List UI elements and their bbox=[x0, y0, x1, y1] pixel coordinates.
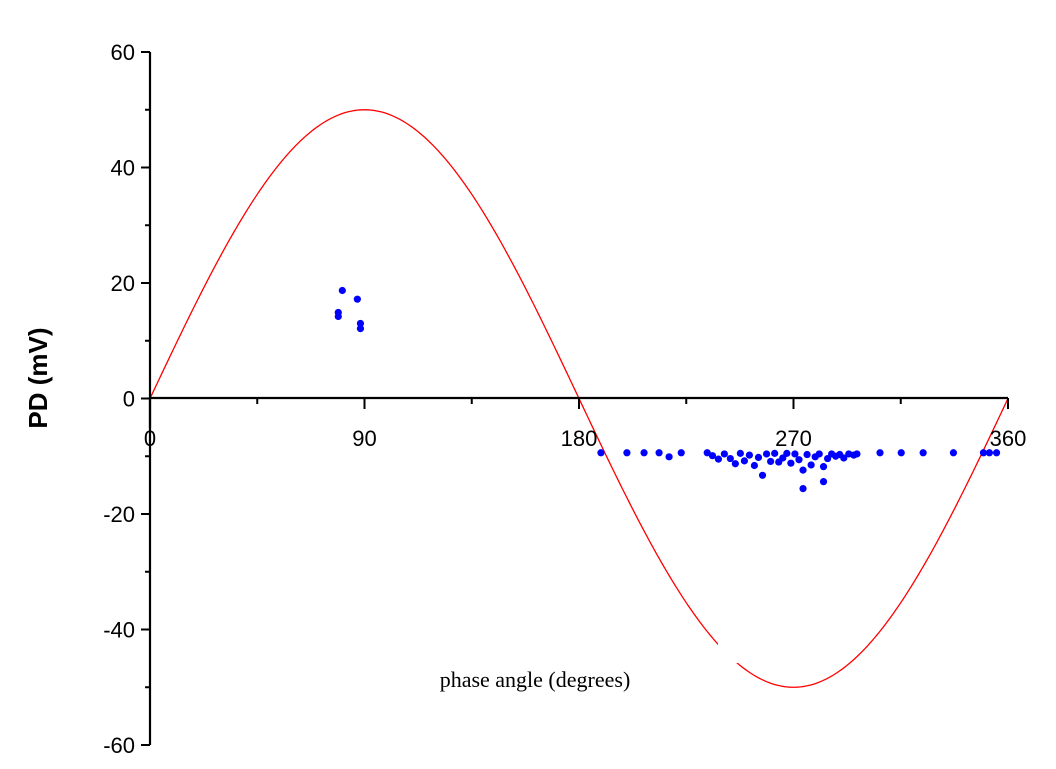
y-axis-label: PD (mV) bbox=[23, 327, 53, 428]
data-point bbox=[819, 463, 828, 471]
data-point bbox=[783, 449, 791, 457]
data-point bbox=[758, 471, 767, 479]
y-tick-label: 60 bbox=[111, 40, 135, 65]
data-point bbox=[338, 286, 346, 295]
data-point bbox=[840, 454, 848, 462]
data-point bbox=[677, 449, 685, 457]
data-point bbox=[876, 449, 884, 457]
data-point bbox=[714, 455, 723, 463]
data-point bbox=[731, 460, 739, 468]
data-point bbox=[803, 450, 811, 459]
data-point bbox=[623, 449, 631, 457]
data-point bbox=[736, 449, 744, 457]
x-tick-label: 0 bbox=[144, 426, 156, 451]
data-point bbox=[726, 454, 734, 463]
data-point bbox=[853, 450, 861, 458]
data-point bbox=[807, 461, 815, 469]
data-point bbox=[992, 449, 1001, 457]
data-point bbox=[754, 453, 763, 462]
data-point bbox=[665, 453, 673, 461]
y-tick-label: 0 bbox=[123, 387, 135, 412]
data-point bbox=[919, 449, 927, 457]
data-point bbox=[985, 449, 994, 457]
data-point bbox=[353, 295, 361, 303]
data-point bbox=[949, 449, 958, 457]
data-point bbox=[779, 454, 787, 462]
data-point bbox=[799, 484, 807, 493]
y-tick-label: -40 bbox=[103, 618, 135, 643]
data-point bbox=[720, 450, 728, 458]
data-point bbox=[597, 449, 605, 457]
data-point bbox=[655, 449, 663, 457]
x-tick-label: 360 bbox=[990, 426, 1027, 451]
data-point bbox=[767, 457, 775, 466]
data-point bbox=[771, 449, 779, 457]
data-point bbox=[703, 449, 711, 457]
axes: -60 -40 -20 0 20 40 60 0 90 180 270 360 bbox=[103, 40, 1026, 758]
data-point bbox=[979, 449, 988, 457]
x-tick-label: 90 bbox=[352, 426, 376, 451]
label-mask bbox=[718, 643, 740, 663]
data-point bbox=[799, 466, 807, 474]
data-point bbox=[897, 449, 905, 457]
y-tick-label: 20 bbox=[111, 271, 135, 296]
data-point bbox=[334, 312, 342, 321]
data-point bbox=[762, 450, 771, 458]
y-tick-label: -20 bbox=[103, 502, 135, 527]
x-axis-label: phase angle (degrees) bbox=[440, 667, 631, 692]
data-point bbox=[708, 452, 717, 460]
x-tick-label: 180 bbox=[561, 426, 598, 451]
data-point bbox=[795, 456, 803, 464]
data-point bbox=[787, 459, 795, 467]
data-point bbox=[791, 450, 799, 458]
data-point bbox=[823, 454, 832, 463]
data-point bbox=[750, 461, 759, 470]
data-point bbox=[740, 457, 749, 465]
data-point bbox=[640, 449, 648, 457]
y-tick-label: 40 bbox=[111, 156, 135, 181]
data-point bbox=[815, 450, 823, 458]
data-point bbox=[356, 319, 365, 328]
data-point bbox=[745, 451, 754, 459]
data-point bbox=[356, 325, 365, 333]
data-point bbox=[819, 478, 828, 486]
y-tick-label: -60 bbox=[103, 733, 135, 758]
x-tick-label: 270 bbox=[775, 426, 812, 451]
